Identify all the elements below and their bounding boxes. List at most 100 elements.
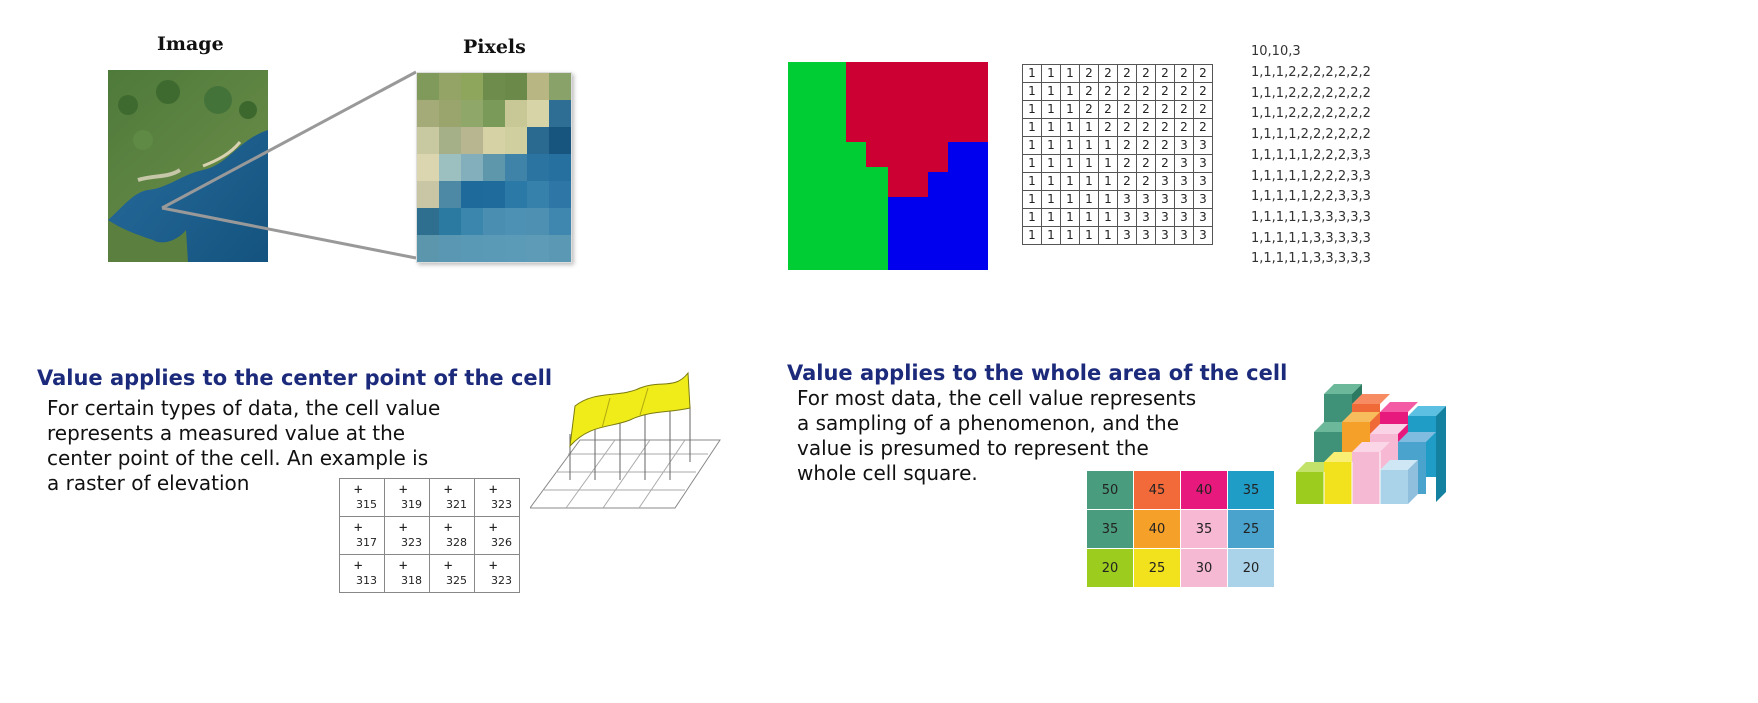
center-point-marker: + <box>444 520 453 536</box>
zone-cell: 2 <box>1117 136 1137 155</box>
zone-cell: 3 <box>1193 154 1213 173</box>
ascii-row: 1,1,1,1,1,2,2,3,3,3 <box>1251 189 1371 205</box>
zone-cell: 3 <box>1155 190 1175 209</box>
pixel-cell <box>417 181 439 208</box>
elevation-surface-diagram <box>530 371 721 509</box>
area-cell: 35 <box>1227 470 1275 510</box>
pixel-cell <box>483 235 505 262</box>
zone-cell: 3 <box>1193 190 1213 209</box>
zone-cell: 1 <box>1060 136 1080 155</box>
zone-cell: 3 <box>1117 190 1137 209</box>
elevation-cell: +323 <box>384 516 430 555</box>
zone-cell: 1 <box>1041 82 1061 101</box>
pixel-cell <box>483 154 505 181</box>
pixel-cell <box>549 127 571 154</box>
zone-cell: 2 <box>1193 82 1213 101</box>
elevation-value: 318 <box>401 574 422 587</box>
zone-cell: 1 <box>1041 100 1061 119</box>
pixel-cell <box>549 235 571 262</box>
center-point-marker: + <box>399 558 408 574</box>
pixel-cell <box>461 181 483 208</box>
elevation-cell: +323 <box>474 554 520 593</box>
pixel-cell <box>549 100 571 127</box>
center-point-marker: + <box>489 482 498 498</box>
zone-cell: 3 <box>1136 208 1156 227</box>
zone-cell: 2 <box>1174 82 1194 101</box>
zone-cell: 2 <box>1117 154 1137 173</box>
zone-cell: 2 <box>1079 64 1099 83</box>
elevation-cell: +321 <box>429 478 475 517</box>
zone-cell: 3 <box>1174 172 1194 191</box>
center-point-marker: + <box>489 520 498 536</box>
area-cell: 25 <box>1227 509 1275 549</box>
zone-cell: 1 <box>1079 208 1099 227</box>
zone-cell: 1 <box>1041 226 1061 245</box>
pixel-cell <box>417 235 439 262</box>
zone-cell: 2 <box>1155 154 1175 173</box>
pixel-cell <box>461 235 483 262</box>
pixel-cell <box>549 73 571 100</box>
ascii-row: 1,1,1,1,1,3,3,3,3,3 <box>1251 251 1371 267</box>
pixel-cell <box>527 127 549 154</box>
center-point-marker: + <box>489 558 498 574</box>
center-point-marker: + <box>444 482 453 498</box>
zone-cell: 2 <box>1174 64 1194 83</box>
elevation-value: 326 <box>491 536 512 549</box>
zone-cell: 2 <box>1136 64 1156 83</box>
zone-cell: 1 <box>1022 190 1042 209</box>
zone-cell: 1 <box>1060 190 1080 209</box>
pixel-cell <box>439 154 461 181</box>
pixels-label: Pixels <box>463 36 526 58</box>
elevation-value: 323 <box>401 536 422 549</box>
pixel-cell <box>483 100 505 127</box>
zone-cell: 1 <box>1041 208 1061 227</box>
zone-cell: 2 <box>1136 82 1156 101</box>
pixel-cell <box>549 181 571 208</box>
zone-cell: 3 <box>1193 208 1213 227</box>
pixel-cell <box>483 181 505 208</box>
pixel-cell <box>439 181 461 208</box>
zone-cell: 1 <box>1098 136 1118 155</box>
pixel-cell <box>439 127 461 154</box>
pixel-cell <box>505 100 527 127</box>
pixel-cell <box>527 235 549 262</box>
zone-cell: 1 <box>1041 64 1061 83</box>
image-label: Image <box>157 33 224 55</box>
area-row: 50 45 40 35 <box>1086 470 1275 510</box>
area-cell: 25 <box>1133 548 1181 588</box>
pixel-cell <box>505 235 527 262</box>
elevation-value: 328 <box>446 536 467 549</box>
pixel-cell <box>505 127 527 154</box>
pixel-cell <box>461 208 483 235</box>
pixel-cell <box>417 100 439 127</box>
elevation-value: 325 <box>446 574 467 587</box>
elevation-cell: +315 <box>339 478 385 517</box>
zone-cell: 1 <box>1022 136 1042 155</box>
zone-cell: 2 <box>1117 100 1137 119</box>
zone-cell: 1 <box>1079 190 1099 209</box>
pixel-cell <box>439 73 461 100</box>
pixel-cell <box>461 73 483 100</box>
area-block-diagram <box>1296 384 1446 504</box>
zone-cell: 1 <box>1041 190 1061 209</box>
zone-cell: 2 <box>1155 82 1175 101</box>
zone-cell: 1 <box>1098 208 1118 227</box>
area-cell: 45 <box>1133 470 1181 510</box>
pixel-cell <box>417 127 439 154</box>
center-section-title: Value applies to the center point of the… <box>37 366 553 390</box>
zone-cell: 2 <box>1193 64 1213 83</box>
pixel-cell <box>549 208 571 235</box>
zone-cell: 2 <box>1117 64 1137 83</box>
elevation-value: 319 <box>401 498 422 511</box>
zone-cell: 2 <box>1079 100 1099 119</box>
pixel-cell <box>417 154 439 181</box>
pixel-cell <box>505 154 527 181</box>
pixel-cell <box>461 154 483 181</box>
zoom-connector-lines <box>161 70 417 260</box>
ascii-row: 1,1,1,2,2,2,2,2,2,2 <box>1251 65 1371 80</box>
elevation-cell: +325 <box>429 554 475 593</box>
zone-cell: 2 <box>1193 118 1213 137</box>
